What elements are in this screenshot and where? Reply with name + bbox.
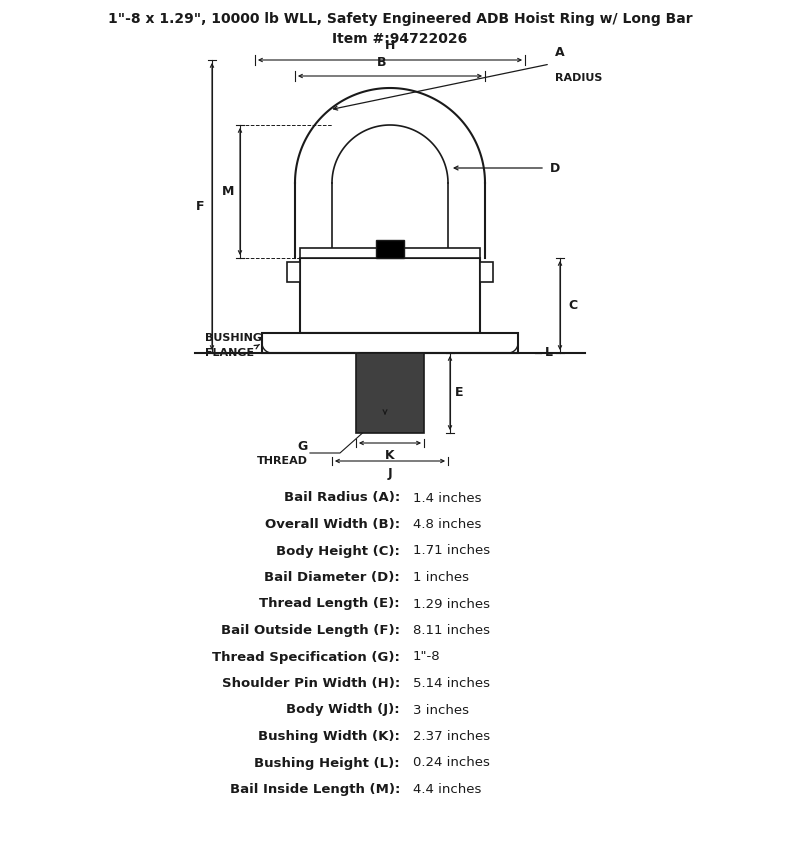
- Text: 3 inches: 3 inches: [413, 703, 469, 716]
- Text: Bail Radius (A):: Bail Radius (A):: [284, 491, 400, 504]
- Text: FLANGE: FLANGE: [205, 348, 254, 358]
- Text: L: L: [545, 346, 553, 359]
- Text: 4.4 inches: 4.4 inches: [413, 783, 482, 796]
- Text: 1.71 inches: 1.71 inches: [413, 544, 490, 557]
- Bar: [300, 258, 480, 333]
- Text: K: K: [385, 449, 395, 462]
- Text: 5.14 inches: 5.14 inches: [413, 677, 490, 690]
- Text: E: E: [455, 386, 463, 399]
- Text: Item #:94722026: Item #:94722026: [332, 32, 468, 46]
- Text: BUSHING: BUSHING: [205, 333, 262, 343]
- Text: 1.29 inches: 1.29 inches: [413, 597, 490, 610]
- Text: 2.37 inches: 2.37 inches: [413, 730, 490, 743]
- Text: Bushing Width (K):: Bushing Width (K):: [258, 730, 400, 743]
- Text: Body Height (C):: Body Height (C):: [276, 544, 400, 557]
- Text: Bail Inside Length (M):: Bail Inside Length (M):: [230, 783, 400, 796]
- Text: 1.4 inches: 1.4 inches: [413, 491, 482, 504]
- Bar: [300, 248, 480, 258]
- Text: Shoulder Pin Width (H):: Shoulder Pin Width (H):: [222, 677, 400, 690]
- Text: A: A: [555, 46, 565, 59]
- Text: Bushing Height (L):: Bushing Height (L):: [254, 757, 400, 770]
- Text: 1"-8: 1"-8: [413, 650, 441, 663]
- Text: M: M: [222, 185, 234, 198]
- Text: Overall Width (B):: Overall Width (B):: [265, 518, 400, 531]
- Text: THREAD: THREAD: [257, 456, 308, 466]
- Text: RADIUS: RADIUS: [555, 73, 602, 83]
- Text: B: B: [378, 56, 386, 69]
- Text: Thread Length (E):: Thread Length (E):: [259, 597, 400, 610]
- Text: 4.8 inches: 4.8 inches: [413, 518, 482, 531]
- Text: 1"-8 x 1.29", 10000 lb WLL, Safety Engineered ADB Hoist Ring w/ Long Bar: 1"-8 x 1.29", 10000 lb WLL, Safety Engin…: [108, 12, 692, 26]
- Text: 8.11 inches: 8.11 inches: [413, 624, 490, 637]
- Text: G: G: [298, 440, 308, 453]
- Bar: [287, 262, 300, 282]
- Bar: [356, 353, 424, 433]
- Text: D: D: [550, 161, 560, 174]
- Text: Bail Diameter (D):: Bail Diameter (D):: [264, 571, 400, 584]
- Text: 1 inches: 1 inches: [413, 571, 469, 584]
- Text: Body Width (J):: Body Width (J):: [286, 703, 400, 716]
- Text: H: H: [385, 39, 395, 52]
- Bar: [480, 262, 493, 282]
- Text: Bail Outside Length (F):: Bail Outside Length (F):: [221, 624, 400, 637]
- Text: Thread Specification (G):: Thread Specification (G):: [212, 650, 400, 663]
- Text: F: F: [195, 200, 204, 213]
- Text: J: J: [388, 467, 392, 480]
- Text: C: C: [568, 299, 577, 312]
- Text: 0.24 inches: 0.24 inches: [413, 757, 490, 770]
- Bar: [376, 240, 404, 258]
- Bar: [262, 333, 518, 353]
